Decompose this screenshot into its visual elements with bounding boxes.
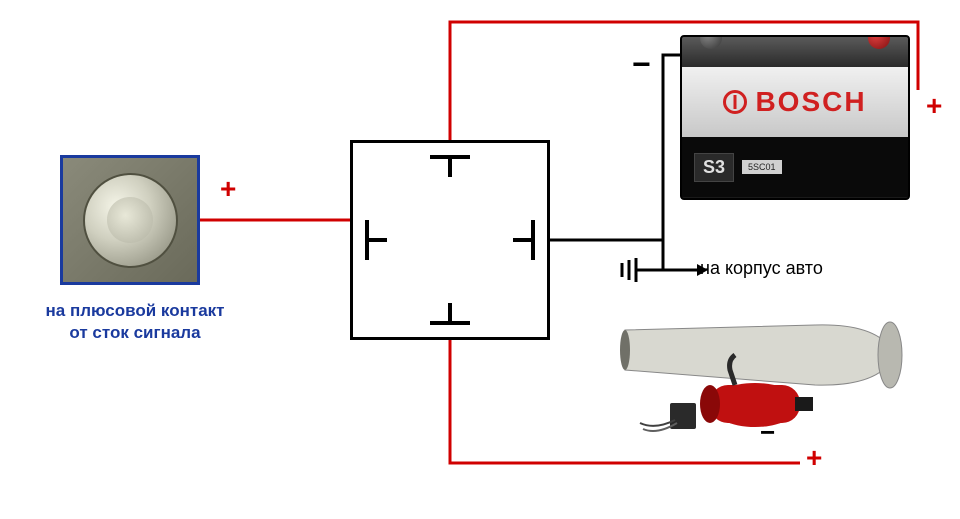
horn-plus-mark: + bbox=[220, 173, 236, 205]
airhorn-plus-mark: + bbox=[806, 442, 822, 474]
battery-bottom-panel: S3 5SC01 bbox=[682, 137, 908, 197]
ground-text: на корпус авто bbox=[700, 258, 823, 279]
relay bbox=[350, 140, 550, 340]
battery-plus-mark: + bbox=[926, 90, 942, 122]
horn-label: на плюсовой контакт от сток сигнала bbox=[40, 300, 230, 344]
battery-body: BOSCH S3 5SC01 bbox=[680, 35, 910, 200]
battery-terminal-negative bbox=[700, 35, 722, 49]
battery-minus-mark: − bbox=[632, 46, 651, 83]
wiring-diagram: на плюсовой контакт от сток сигнала + BO… bbox=[0, 0, 960, 519]
battery-series: S3 bbox=[694, 153, 734, 182]
battery: BOSCH S3 5SC01 bbox=[680, 35, 910, 200]
airhorn-minus-mark: − bbox=[760, 417, 775, 448]
horn-cone bbox=[107, 197, 153, 243]
horn-trumpet bbox=[620, 322, 902, 388]
relay-pin-87 bbox=[430, 155, 470, 159]
ground-label: на корпус авто bbox=[700, 258, 823, 279]
relay-pin-30 bbox=[430, 321, 470, 325]
battery-top bbox=[682, 37, 908, 67]
horn-label-line1: на плюсовой контакт bbox=[46, 301, 225, 320]
horn-label-line2: от сток сигнала bbox=[69, 323, 200, 342]
relay-pin-86 bbox=[365, 220, 369, 260]
ground-symbol bbox=[622, 258, 636, 282]
battery-model-code: 5SC01 bbox=[742, 160, 782, 174]
wire-ground-branch bbox=[636, 240, 663, 270]
stock-horn-photo bbox=[60, 155, 200, 285]
wire-relay-to-battery-neg bbox=[550, 55, 680, 240]
battery-brand-panel: BOSCH bbox=[682, 67, 908, 137]
bosch-logo-icon bbox=[723, 90, 747, 114]
relay-pin-85 bbox=[531, 220, 535, 260]
wiring-bundle bbox=[640, 420, 677, 431]
battery-brand: BOSCH bbox=[755, 86, 866, 118]
horn-disc bbox=[83, 173, 178, 268]
battery-terminal-positive bbox=[868, 35, 890, 49]
